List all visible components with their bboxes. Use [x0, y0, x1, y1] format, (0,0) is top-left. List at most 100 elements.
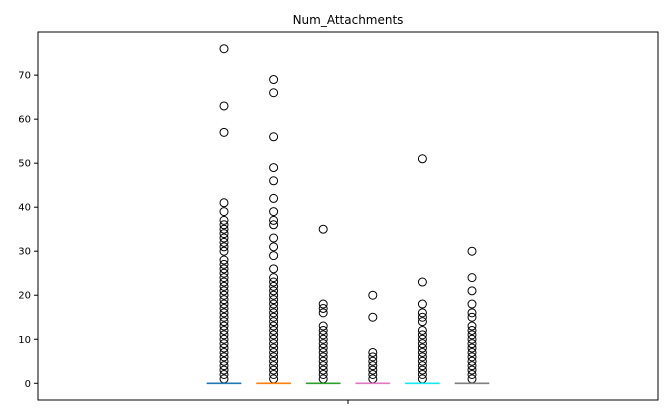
y-tick-label: 10: [18, 335, 31, 346]
outlier-point: [368, 356, 378, 366]
outlier-point: [368, 352, 378, 362]
outlier-point: [269, 132, 279, 142]
outlier-point: [269, 347, 279, 357]
box-series: [206, 44, 242, 385]
box-series: [256, 75, 292, 385]
outlier-point: [269, 321, 279, 331]
outlier-point: [219, 273, 229, 283]
outlier-point: [467, 325, 477, 335]
outlier-point: [219, 220, 229, 230]
outlier-point: [269, 273, 279, 283]
outlier-point: [219, 312, 229, 322]
outlier-point: [219, 268, 229, 278]
outlier-point: [318, 321, 328, 331]
outlier-point: [467, 286, 477, 296]
outlier-point: [467, 299, 477, 309]
outlier-point: [219, 237, 229, 247]
outlier-point: [417, 352, 427, 362]
outlier-point: [318, 343, 328, 353]
outlier-point: [219, 321, 229, 331]
outlier-point: [417, 154, 427, 164]
outlier-point: [219, 334, 229, 344]
outlier-point: [219, 44, 229, 54]
outlier-point: [219, 308, 229, 318]
outlier-point: [417, 325, 427, 335]
outlier-point: [219, 277, 229, 287]
outlier-point: [318, 303, 328, 313]
outlier-point: [269, 242, 279, 252]
outlier-point: [417, 339, 427, 349]
outlier-point: [219, 339, 229, 349]
outlier-point: [467, 365, 477, 375]
outlier-point: [318, 356, 328, 366]
outlier-point: [269, 233, 279, 243]
outlier-point: [318, 334, 328, 344]
outlier-point: [219, 356, 229, 366]
outlier-point: [318, 339, 328, 349]
outlier-point: [417, 317, 427, 327]
outlier-point: [269, 215, 279, 225]
outlier-point: [467, 347, 477, 357]
outlier-point: [269, 330, 279, 340]
box-series: [454, 246, 490, 385]
outlier-point: [219, 365, 229, 375]
outlier-point: [318, 347, 328, 357]
outlier-point: [417, 369, 427, 379]
outlier-point: [219, 255, 229, 265]
outlier-point: [417, 299, 427, 309]
outlier-point: [368, 365, 378, 375]
y-tick-label: 30: [18, 247, 31, 258]
outlier-point: [219, 233, 229, 243]
y-tick-label: 50: [18, 159, 31, 170]
outlier-point: [269, 361, 279, 371]
outlier-point: [318, 361, 328, 371]
y-tick-label: 40: [18, 203, 31, 214]
outlier-point: [269, 352, 279, 362]
outlier-point: [467, 343, 477, 353]
outlier-point: [318, 365, 328, 375]
outlier-point: [467, 273, 477, 283]
outlier-point: [269, 308, 279, 318]
outlier-point: [318, 299, 328, 309]
outlier-point: [219, 352, 229, 362]
outlier-point: [467, 339, 477, 349]
outlier-point: [219, 259, 229, 269]
outlier-point: [219, 361, 229, 371]
outlier-point: [269, 365, 279, 375]
outlier-point: [269, 75, 279, 85]
outlier-point: [417, 330, 427, 340]
outlier-point: [219, 325, 229, 335]
outlier-point: [417, 277, 427, 287]
outlier-point: [467, 330, 477, 340]
outlier-point: [269, 339, 279, 349]
outlier-point: [417, 312, 427, 322]
outlier-point: [269, 334, 279, 344]
outlier-point: [467, 356, 477, 366]
outlier-point: [417, 347, 427, 357]
outlier-point: [417, 334, 427, 344]
outlier-point: [467, 361, 477, 371]
box-series: [355, 290, 391, 385]
outlier-point: [368, 312, 378, 322]
y-tick-label: 20: [18, 291, 31, 302]
outlier-point: [467, 369, 477, 379]
outlier-point: [269, 343, 279, 353]
plot-frame: [37, 31, 659, 401]
outlier-point: [219, 343, 229, 353]
outlier-point: [219, 281, 229, 291]
outlier-point: [269, 251, 279, 261]
outlier-point: [368, 347, 378, 357]
outlier-point: [269, 312, 279, 322]
outlier-point: [318, 330, 328, 340]
outlier-point: [219, 290, 229, 300]
outlier-point: [219, 369, 229, 379]
outlier-point: [219, 347, 229, 357]
outlier-point: [269, 325, 279, 335]
chart-title: Num_Attachments: [293, 13, 404, 27]
y-tick-label: 70: [18, 71, 31, 82]
outlier-point: [269, 220, 279, 230]
outlier-point: [269, 163, 279, 173]
outlier-point: [219, 246, 229, 256]
outlier-point: [467, 334, 477, 344]
y-tick-label: 0: [25, 379, 31, 390]
